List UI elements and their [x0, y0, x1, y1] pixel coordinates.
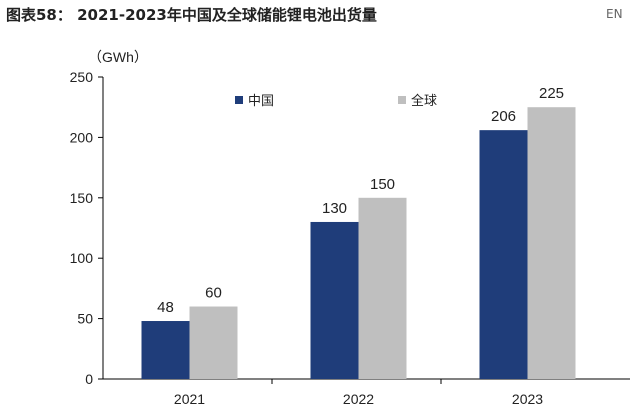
legend-swatch — [398, 96, 406, 104]
y-tick-label: 50 — [77, 311, 93, 327]
x-tick-label: 2021 — [174, 391, 205, 407]
x-tick-label: 2022 — [343, 391, 374, 407]
y-tick-label: 0 — [85, 371, 93, 387]
y-tick-label: 250 — [70, 69, 94, 85]
bar-中国 — [310, 221, 359, 379]
bar-全球 — [189, 306, 238, 379]
bar-中国 — [141, 321, 190, 379]
bar-全球 — [358, 197, 407, 379]
y-tick-label: 150 — [70, 190, 94, 206]
chart-title: 图表58： 2021-2023年中国及全球储能锂电池出货量 — [6, 6, 377, 24]
data-label: 130 — [322, 200, 347, 217]
legend-label: 中国 — [248, 93, 274, 108]
y-axis-label: （GWh） — [88, 49, 148, 65]
data-label: 60 — [205, 285, 222, 302]
data-label: 206 — [491, 108, 516, 125]
data-label: 225 — [539, 85, 564, 102]
bar-中国 — [479, 130, 528, 379]
y-tick-label: 200 — [70, 129, 94, 145]
data-label: 150 — [370, 176, 395, 193]
legend-label: 全球 — [411, 93, 437, 108]
y-tick-label: 100 — [70, 250, 94, 266]
bar-全球 — [527, 107, 576, 379]
legend-swatch — [235, 96, 243, 104]
language-toggle-button[interactable]: EN — [606, 7, 623, 21]
data-label: 48 — [157, 299, 174, 316]
x-tick-label: 2023 — [512, 391, 543, 407]
